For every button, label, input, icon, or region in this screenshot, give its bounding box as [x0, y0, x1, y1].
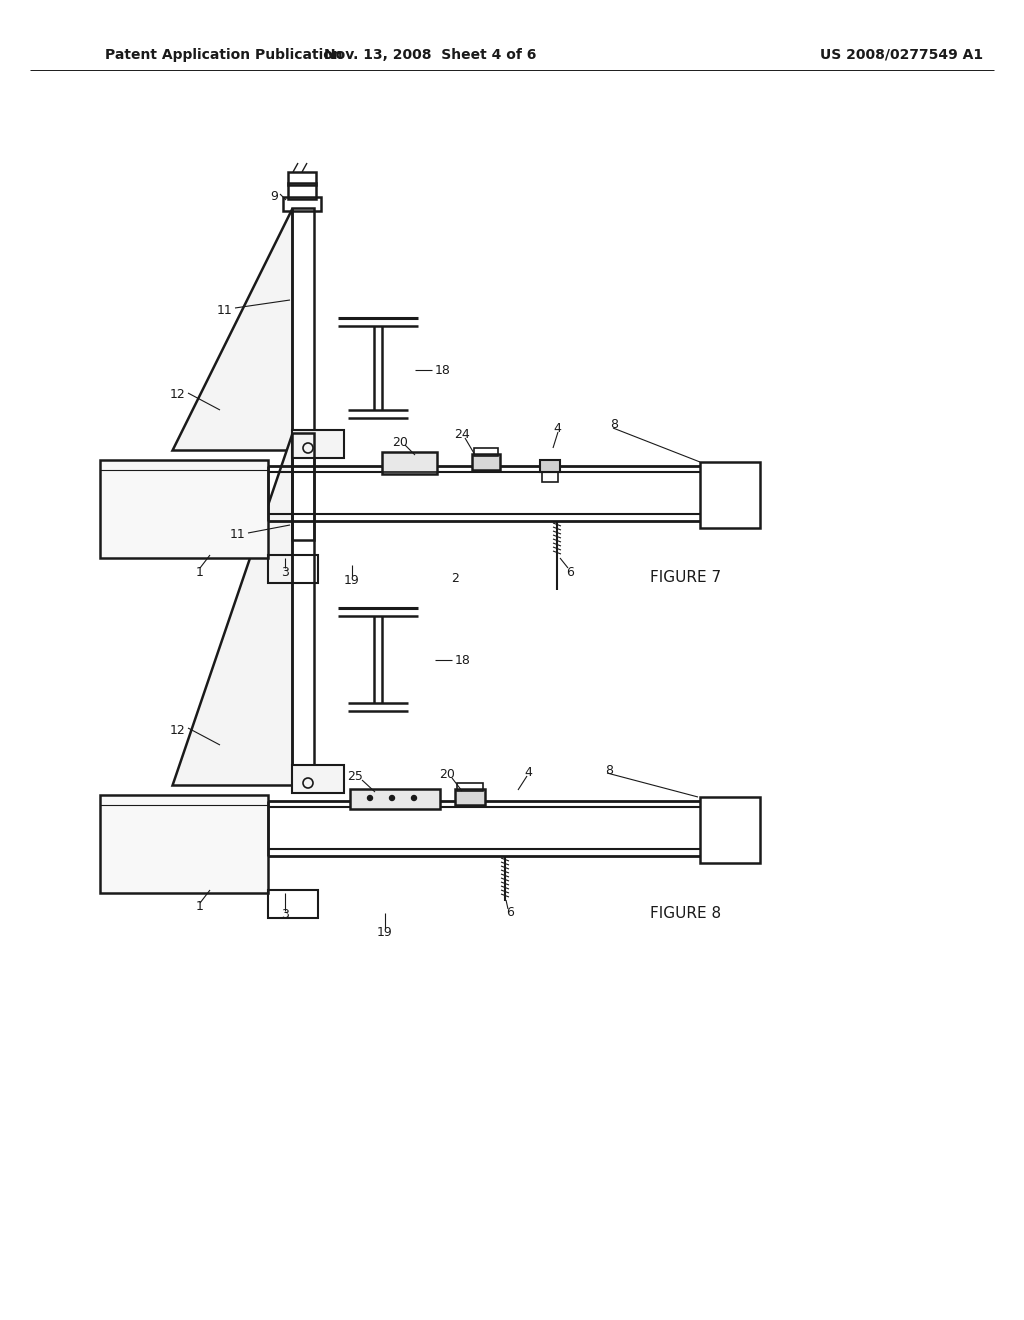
Text: 6: 6 — [566, 565, 573, 578]
Polygon shape — [172, 433, 292, 785]
Bar — [292, 430, 344, 458]
Bar — [455, 789, 485, 805]
Bar — [100, 459, 268, 558]
Text: FIGURE 8: FIGURE 8 — [650, 906, 721, 920]
Text: 8: 8 — [605, 763, 613, 776]
Circle shape — [368, 796, 373, 800]
Text: 4: 4 — [524, 767, 531, 780]
Text: 8: 8 — [610, 418, 618, 432]
Text: 24: 24 — [454, 429, 470, 441]
Text: 1: 1 — [196, 565, 204, 578]
Text: 20: 20 — [392, 436, 408, 449]
Text: 9: 9 — [270, 190, 278, 202]
Text: 3: 3 — [281, 908, 289, 921]
Text: 3: 3 — [281, 565, 289, 578]
Text: FIGURE 7: FIGURE 7 — [650, 570, 721, 586]
Bar — [457, 783, 483, 791]
Text: 25: 25 — [347, 771, 362, 784]
Text: 1: 1 — [196, 900, 204, 913]
Bar — [292, 766, 344, 793]
Bar — [700, 462, 760, 528]
Bar — [542, 473, 558, 482]
Bar — [288, 183, 316, 199]
Text: 2: 2 — [451, 572, 459, 585]
Text: 6: 6 — [506, 907, 514, 920]
Text: US 2008/0277549 A1: US 2008/0277549 A1 — [820, 48, 983, 62]
Bar — [268, 554, 318, 583]
Text: Patent Application Publication: Patent Application Publication — [105, 48, 343, 62]
Text: 18: 18 — [435, 363, 451, 376]
Text: 11: 11 — [229, 528, 245, 541]
Text: 19: 19 — [377, 927, 393, 940]
Bar — [288, 172, 316, 185]
Text: 4: 4 — [553, 421, 561, 434]
Bar — [540, 459, 560, 473]
Text: 18: 18 — [455, 653, 471, 667]
Text: 12: 12 — [169, 723, 185, 737]
Bar — [292, 433, 314, 774]
Bar — [292, 209, 314, 540]
Text: 12: 12 — [169, 388, 185, 401]
Polygon shape — [172, 209, 292, 450]
Circle shape — [389, 796, 394, 800]
Circle shape — [412, 796, 417, 800]
Bar — [472, 454, 500, 470]
Bar — [474, 447, 498, 455]
Bar — [382, 451, 437, 474]
Text: 20: 20 — [439, 768, 455, 781]
Bar — [350, 789, 440, 809]
Bar — [700, 797, 760, 863]
Text: 11: 11 — [216, 304, 232, 317]
Bar — [268, 890, 318, 917]
Bar — [283, 197, 321, 211]
Bar — [100, 795, 268, 894]
Text: 19: 19 — [344, 573, 359, 586]
Text: Nov. 13, 2008  Sheet 4 of 6: Nov. 13, 2008 Sheet 4 of 6 — [324, 48, 537, 62]
